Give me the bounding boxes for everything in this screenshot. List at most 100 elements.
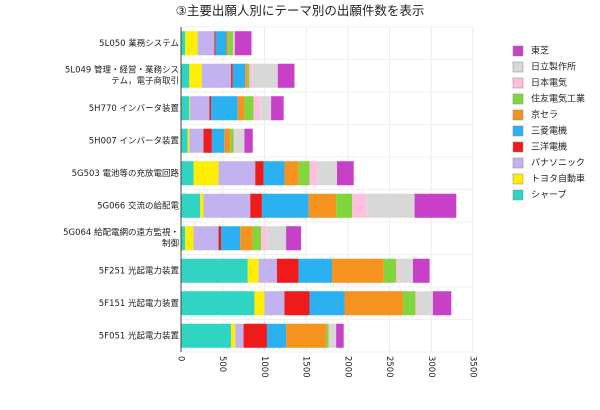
y-tick-label: 5G503 電池等の充放電回路 <box>72 168 180 179</box>
bar-segment <box>253 96 261 121</box>
bar-segment <box>326 323 329 348</box>
bar-segment <box>181 193 201 218</box>
bar-segment <box>329 323 337 348</box>
bar-segment <box>245 63 248 88</box>
bar-segment <box>402 291 416 316</box>
bar-segment <box>193 226 219 251</box>
bar-segment <box>308 193 337 218</box>
bar-segment <box>185 226 194 251</box>
bar-segment <box>244 128 253 153</box>
bar-segment <box>181 63 190 88</box>
y-tick-label: 5H770 インバータ装置 <box>89 103 180 114</box>
legend-label: 京セラ <box>531 109 558 121</box>
bar-segment <box>226 31 229 56</box>
bar-segment <box>224 128 231 153</box>
y-tick-label: 5H007 インバータ装置 <box>89 135 180 146</box>
y-tick-label: 5F051 光起電力装置 <box>99 330 180 341</box>
bar-segment <box>298 161 310 186</box>
bar-segment <box>271 96 284 121</box>
bar-segment <box>252 63 278 88</box>
bar-segment <box>181 258 248 283</box>
bar-segment <box>255 161 264 186</box>
bar-segment <box>396 258 399 283</box>
bar-segment <box>214 31 216 56</box>
bar-segment <box>247 63 250 88</box>
bar-segment <box>228 31 234 56</box>
x-tick-label: 3000 <box>426 356 436 378</box>
bar-segment <box>231 63 233 88</box>
x-axis: 0 500 1000 1500 2000 2500 3000 3500 <box>176 356 478 378</box>
bar-segment <box>309 291 345 316</box>
bar-segment <box>309 161 318 186</box>
bar-segment <box>189 96 191 121</box>
bar-segment <box>233 31 235 56</box>
legend-swatch <box>512 157 524 169</box>
legend-label: パナソニック <box>531 158 585 169</box>
bar-segment <box>187 128 190 153</box>
bar-segment <box>249 63 253 88</box>
bar-segment <box>261 226 267 251</box>
bar-segment <box>284 291 310 316</box>
bar-segment <box>276 258 299 283</box>
bar-segment <box>254 291 265 316</box>
bar-segment <box>181 96 190 121</box>
bar-segment <box>247 258 259 283</box>
y-tick-label: 5L050 業務システム <box>99 38 179 49</box>
bar-segment <box>328 323 330 348</box>
chart-title: ③主要出願人別にテーマ別の出願件数を表示 <box>176 3 425 18</box>
bars <box>181 31 457 348</box>
legend-swatch <box>512 45 524 57</box>
bar-segment <box>232 63 246 88</box>
legend-swatch <box>512 141 524 153</box>
bar-segment <box>209 96 212 121</box>
bar-segment <box>244 96 254 121</box>
legend-swatch <box>512 173 524 185</box>
bar-segment <box>250 193 262 218</box>
legend-swatch <box>512 109 524 121</box>
bar-segment <box>193 161 219 186</box>
bar-segment <box>337 161 354 186</box>
bar-segment <box>237 96 245 121</box>
x-tick-label: 1000 <box>259 356 269 378</box>
bar-segment <box>383 258 397 283</box>
bar-segment <box>417 291 433 316</box>
bar-segment <box>286 323 327 348</box>
bar-segment <box>181 291 255 316</box>
bar-segment <box>284 161 299 186</box>
bar-segment <box>185 31 198 56</box>
legend-label: トヨタ自動車 <box>531 173 585 185</box>
legend-label: 三洋電機 <box>531 141 567 153</box>
bar-segment <box>266 226 287 251</box>
legend-label: 三菱電機 <box>531 125 567 137</box>
legend-swatch <box>512 77 524 89</box>
bar-segment <box>181 226 186 251</box>
bar-segment <box>366 193 415 218</box>
grid <box>180 26 474 353</box>
bar-segment <box>261 193 309 218</box>
y-tick-label: 5F151 光起電力装置 <box>99 298 180 309</box>
bar-segment <box>231 323 236 348</box>
bar-segment <box>221 226 241 251</box>
x-tick-label: 2500 <box>384 356 394 378</box>
bar-segment <box>332 258 384 283</box>
bar-segment <box>189 63 202 88</box>
bar-segment <box>181 31 186 56</box>
y-axis: 5L050 業務システム 5L049 管理・経営・業務システム，電子商取引 5H77… <box>63 27 182 352</box>
bar-segment <box>203 128 212 153</box>
bar-segment <box>264 291 285 316</box>
bar-segment <box>286 226 302 251</box>
bar-segment <box>200 193 204 218</box>
bar-segment <box>240 226 253 251</box>
legend-label: 日立製作所 <box>531 61 576 73</box>
legend-label: 住友電気工業 <box>531 93 585 105</box>
bar-segment <box>344 291 403 316</box>
bar-segment <box>277 63 295 88</box>
bar-segment <box>414 193 457 218</box>
bar-segment <box>218 226 222 251</box>
y-tick-label: 5F251 光起電力装置 <box>99 265 180 276</box>
legend-label: 東芝 <box>531 45 549 57</box>
x-tick-label: 1500 <box>301 356 311 378</box>
bar-segment <box>263 161 285 186</box>
bar-segment <box>190 96 210 121</box>
